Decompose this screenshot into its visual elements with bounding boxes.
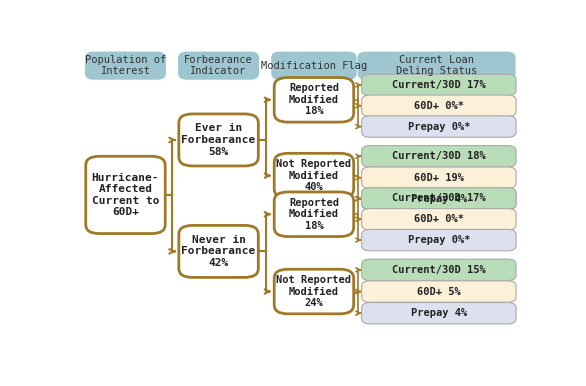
FancyBboxPatch shape xyxy=(274,269,354,314)
Text: Not Reported
Modified
24%: Not Reported Modified 24% xyxy=(277,275,352,308)
FancyBboxPatch shape xyxy=(362,146,516,167)
FancyBboxPatch shape xyxy=(362,95,516,117)
FancyBboxPatch shape xyxy=(362,259,516,281)
FancyBboxPatch shape xyxy=(362,188,516,210)
Text: 60D+ 0%*: 60D+ 0%* xyxy=(414,101,464,111)
FancyBboxPatch shape xyxy=(179,52,258,79)
Text: Modification Flag: Modification Flag xyxy=(261,61,367,71)
FancyBboxPatch shape xyxy=(362,208,516,230)
FancyBboxPatch shape xyxy=(362,188,516,209)
FancyBboxPatch shape xyxy=(86,156,165,234)
FancyBboxPatch shape xyxy=(274,192,354,237)
FancyBboxPatch shape xyxy=(179,225,258,278)
Text: Current/30D 18%: Current/30D 18% xyxy=(392,151,486,161)
Text: Prepay 0%*: Prepay 0%* xyxy=(408,235,470,245)
Text: 60D+ 0%*: 60D+ 0%* xyxy=(414,214,464,224)
FancyBboxPatch shape xyxy=(358,52,515,79)
Text: Current/30D 17%: Current/30D 17% xyxy=(392,193,486,203)
Text: Prepay 4%: Prepay 4% xyxy=(411,194,467,204)
FancyBboxPatch shape xyxy=(362,116,516,137)
FancyBboxPatch shape xyxy=(362,74,516,96)
Text: Reported
Modified
18%: Reported Modified 18% xyxy=(289,198,339,231)
FancyBboxPatch shape xyxy=(272,52,356,79)
Text: Ever in
Forbearance
58%: Ever in Forbearance 58% xyxy=(182,124,255,157)
FancyBboxPatch shape xyxy=(362,303,516,324)
Text: Current/30D 15%: Current/30D 15% xyxy=(392,265,486,275)
FancyBboxPatch shape xyxy=(86,52,165,79)
Text: Forbearance
Indicator: Forbearance Indicator xyxy=(184,55,253,76)
FancyBboxPatch shape xyxy=(362,167,516,188)
Text: Prepay 0%*: Prepay 0%* xyxy=(408,122,470,132)
Text: Never in
Forbearance
42%: Never in Forbearance 42% xyxy=(182,235,255,268)
Text: Not Reported
Modified
40%: Not Reported Modified 40% xyxy=(277,159,352,192)
FancyBboxPatch shape xyxy=(179,114,258,166)
FancyBboxPatch shape xyxy=(362,281,516,302)
Text: Reported
Modified
18%: Reported Modified 18% xyxy=(289,83,339,117)
Text: 60D+ 19%: 60D+ 19% xyxy=(414,173,464,183)
Text: Current Loan
Deling Status: Current Loan Deling Status xyxy=(396,55,477,76)
FancyBboxPatch shape xyxy=(362,229,516,251)
Text: Current/30D 17%: Current/30D 17% xyxy=(392,80,486,90)
FancyBboxPatch shape xyxy=(274,153,354,198)
Text: 60D+ 5%: 60D+ 5% xyxy=(417,286,461,296)
Text: Prepay 4%: Prepay 4% xyxy=(411,308,467,318)
Text: Hurricane-
Affected
Current to
60D+: Hurricane- Affected Current to 60D+ xyxy=(92,173,159,217)
Text: Population of
Interest: Population of Interest xyxy=(85,55,166,76)
FancyBboxPatch shape xyxy=(274,78,354,122)
